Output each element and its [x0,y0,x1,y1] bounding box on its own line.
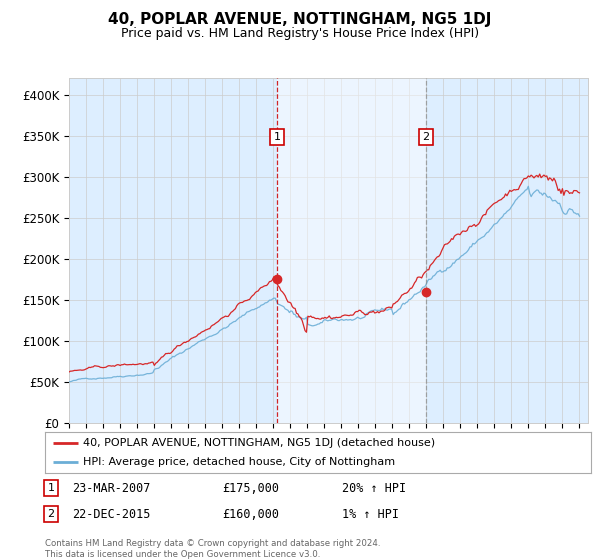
Text: 20% ↑ HPI: 20% ↑ HPI [342,482,406,495]
Text: 40, POPLAR AVENUE, NOTTINGHAM, NG5 1DJ (detached house): 40, POPLAR AVENUE, NOTTINGHAM, NG5 1DJ (… [83,438,436,449]
Text: 22-DEC-2015: 22-DEC-2015 [72,507,151,521]
Text: 2: 2 [47,509,55,519]
Text: Price paid vs. HM Land Registry's House Price Index (HPI): Price paid vs. HM Land Registry's House … [121,27,479,40]
Text: £160,000: £160,000 [222,507,279,521]
Text: 1: 1 [274,132,280,142]
Text: 40, POPLAR AVENUE, NOTTINGHAM, NG5 1DJ: 40, POPLAR AVENUE, NOTTINGHAM, NG5 1DJ [109,12,491,27]
Bar [277,78,426,423]
Text: 1% ↑ HPI: 1% ↑ HPI [342,507,399,521]
Text: HPI: Average price, detached house, City of Nottingham: HPI: Average price, detached house, City… [83,457,395,467]
Text: £175,000: £175,000 [222,482,279,495]
Text: 1: 1 [47,483,55,493]
Text: 23-MAR-2007: 23-MAR-2007 [72,482,151,495]
Text: 2: 2 [422,132,430,142]
Text: Contains HM Land Registry data © Crown copyright and database right 2024.
This d: Contains HM Land Registry data © Crown c… [45,539,380,559]
